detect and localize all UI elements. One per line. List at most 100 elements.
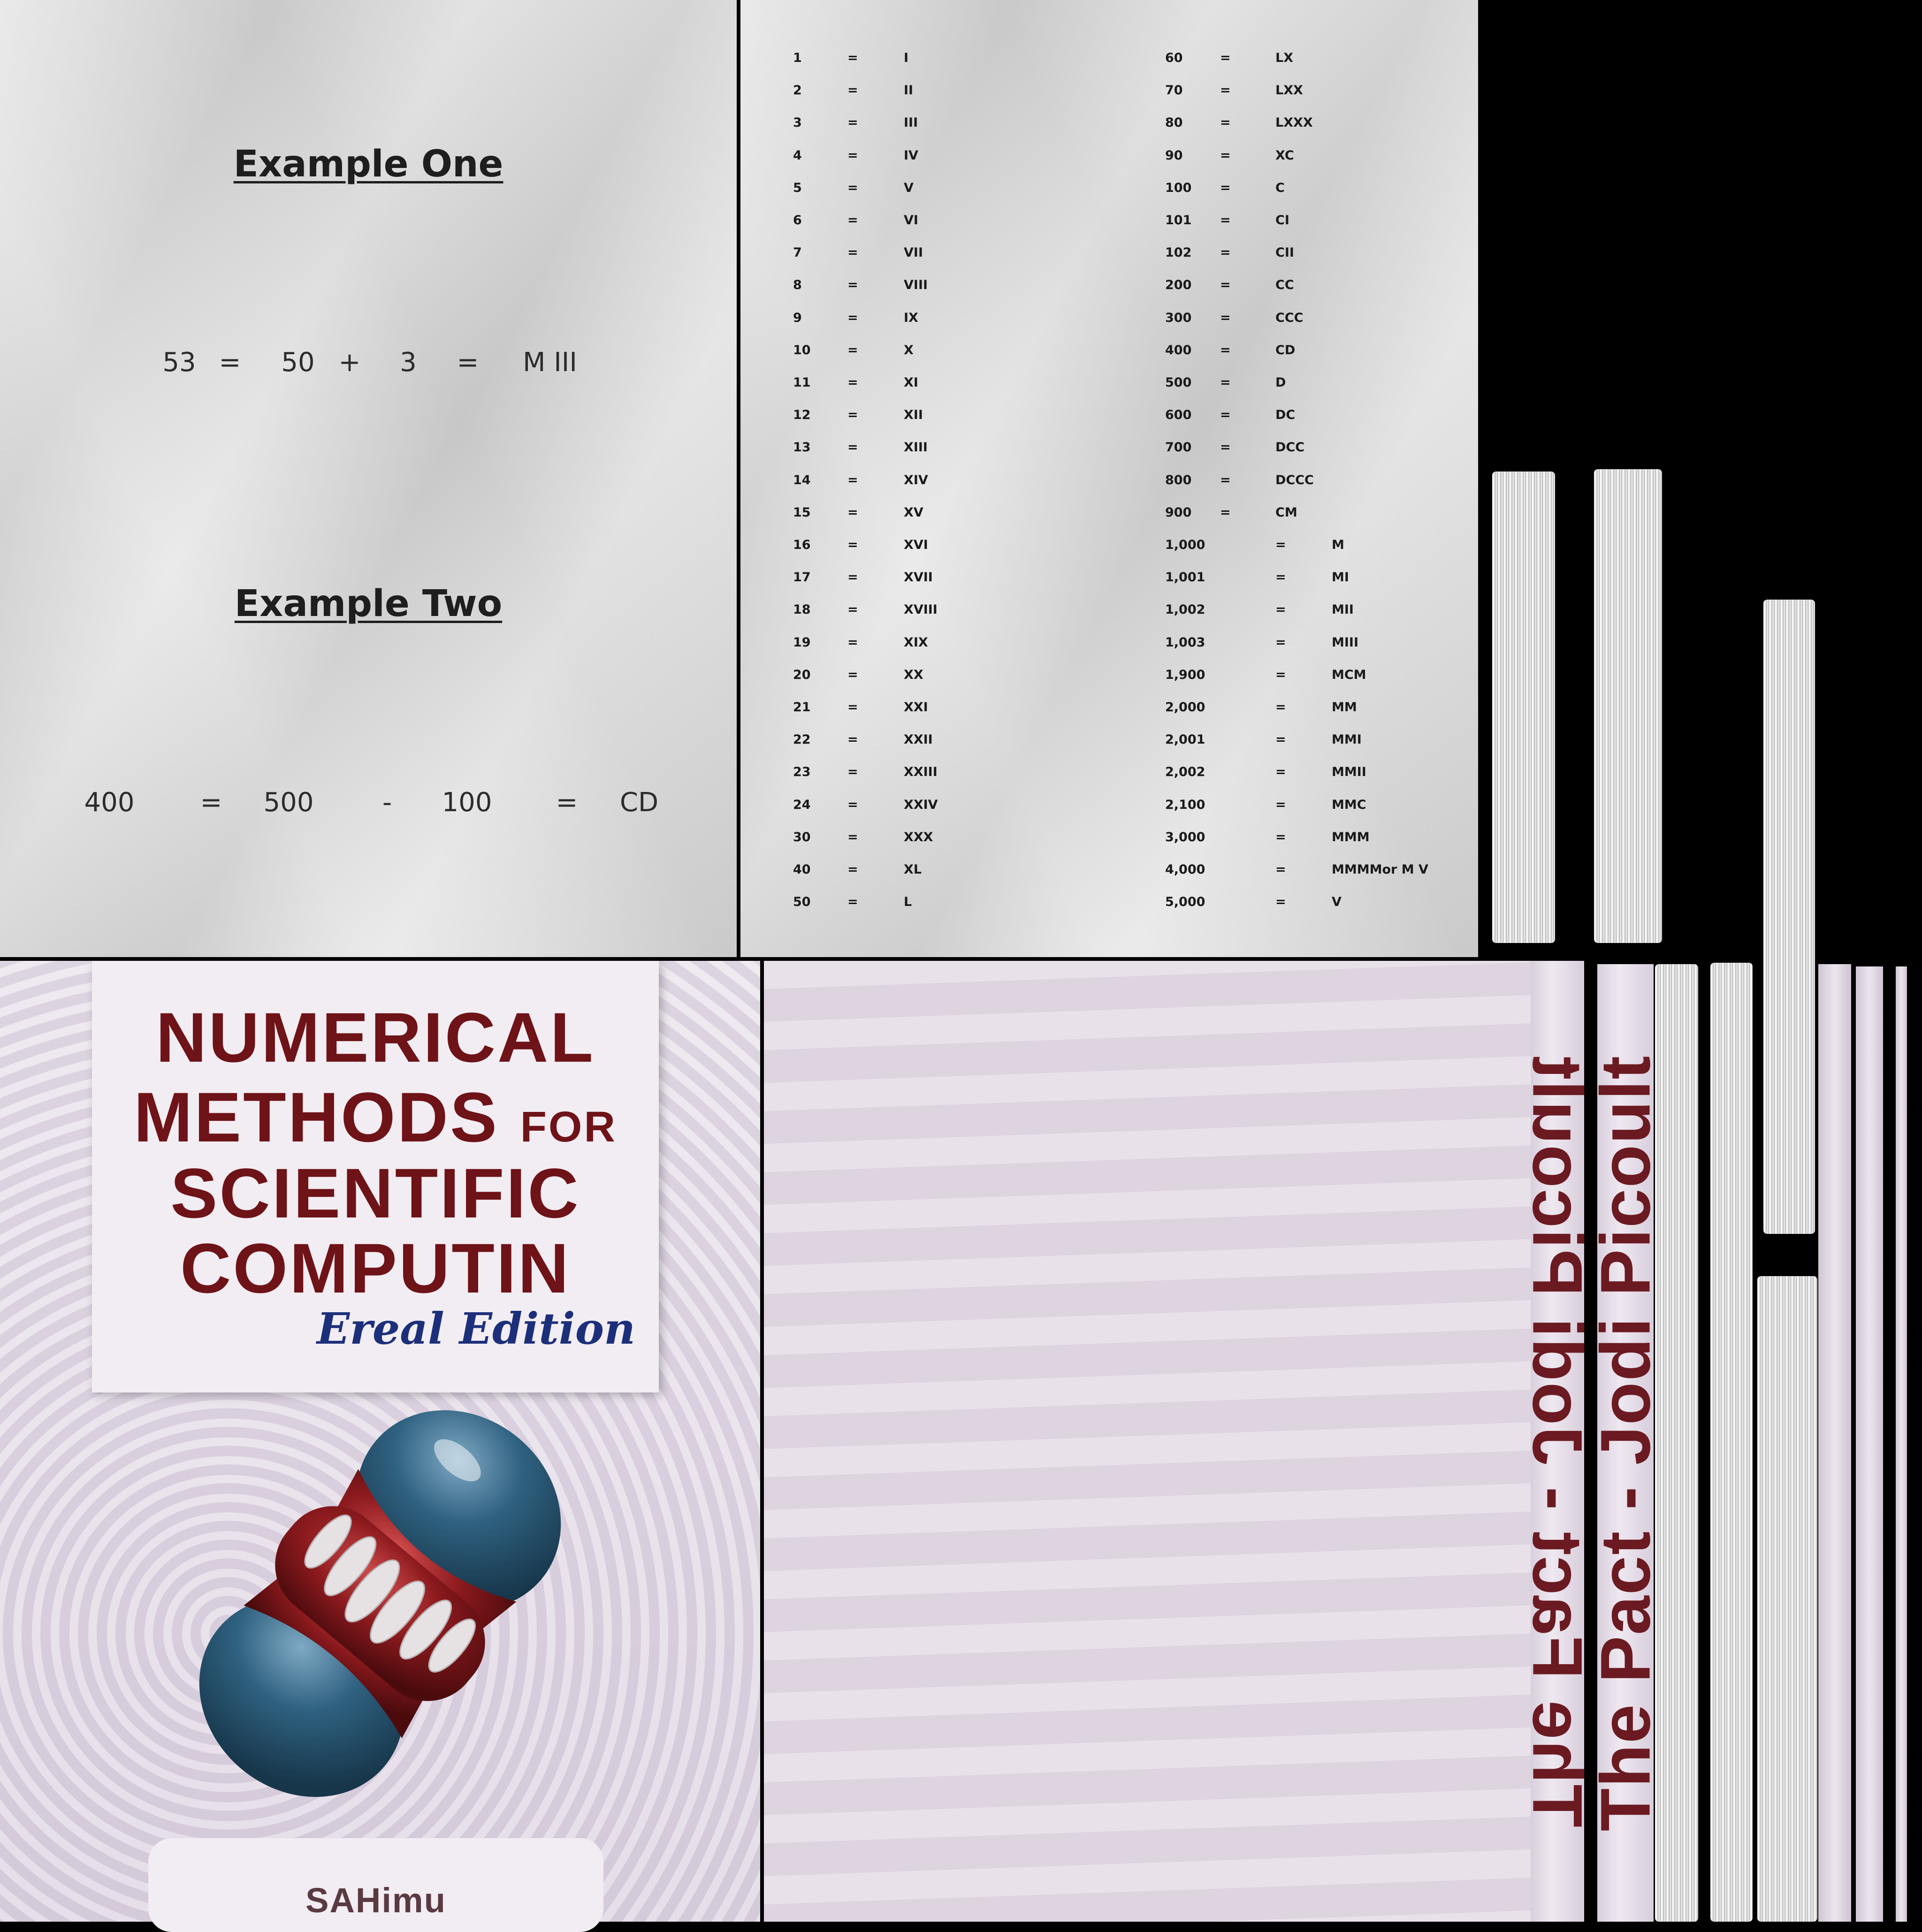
author-box: SAHimu	[148, 1838, 603, 1932]
example-two-token: 400	[84, 787, 135, 818]
numeral-cell: 2	[793, 83, 802, 98]
numeral-cell: 16	[793, 538, 811, 552]
numeral-cell: XIII	[904, 440, 928, 455]
numeral-cell: =	[1220, 148, 1231, 163]
numeral-cell: 600	[1165, 408, 1192, 423]
numeral-cell: XXIV	[904, 797, 938, 812]
numeral-cell: MMII	[1332, 765, 1366, 780]
spine-b: The Pact - Jodi Picoult	[1586, 964, 1665, 1922]
numeral-cell: 12	[793, 408, 811, 423]
thin-spine-3	[1896, 966, 1907, 1922]
numeral-cell: =	[847, 732, 858, 747]
numeral-cell: XC	[1275, 148, 1294, 163]
numeral-cell: 100	[1165, 180, 1192, 195]
numeral-cell: 22	[793, 732, 811, 747]
numeral-cell: =	[1220, 375, 1231, 390]
numeral-cell: 400	[1165, 342, 1192, 357]
numeral-cell: =	[847, 148, 858, 163]
numeral-cell: =	[1220, 180, 1231, 195]
numeral-cell: =	[1275, 602, 1286, 617]
numeral-cell: MI	[1332, 570, 1349, 585]
numeral-cell: =	[847, 505, 858, 520]
numeral-cell: 1,000	[1165, 538, 1205, 552]
example-one-token: M III	[523, 347, 577, 378]
spine-b-title: The Pact - Jodi Picoult	[1586, 1055, 1665, 1831]
page-edge-strip-4	[1655, 964, 1698, 1922]
numeral-cell: 60	[1165, 51, 1183, 65]
numeral-cell: MCM	[1332, 667, 1366, 682]
numeral-cell: DC	[1275, 408, 1296, 423]
numeral-cell: VIII	[904, 278, 928, 293]
numeral-cell: 1,003	[1165, 635, 1205, 650]
numeral-cell: CM	[1275, 505, 1297, 520]
numeral-cell: V	[1332, 895, 1342, 910]
numeral-cell: =	[847, 375, 858, 390]
thin-spine-2	[1856, 966, 1883, 1922]
example-one-token: =	[457, 347, 479, 378]
numeral-cell: 80	[1165, 115, 1183, 130]
numeral-cell: 19	[793, 635, 811, 650]
example-two-title: Example Two	[234, 583, 503, 625]
numeral-cell: XVII	[904, 570, 933, 585]
numeral-cell: 2,100	[1165, 797, 1205, 812]
numeral-cell: =	[847, 278, 858, 293]
numeral-cell: =	[847, 213, 858, 228]
numeral-cell: 1,001	[1165, 570, 1205, 585]
thin-spine-1	[1818, 964, 1851, 1922]
numeral-cell: =	[847, 538, 858, 552]
numeral-cell: =	[847, 829, 858, 844]
examples-page: Example One 53 = 50 +3 = M III Example Two 40…	[0, 0, 737, 957]
numeral-cell: XIV	[904, 472, 928, 487]
numeral-cell: LX	[1275, 51, 1294, 65]
numeral-cell: CI	[1275, 213, 1289, 228]
numeral-cell: IV	[904, 148, 918, 163]
numeral-cell: =	[1275, 829, 1286, 844]
numeral-cell: =	[1220, 310, 1231, 325]
example-two-token: CD	[619, 787, 659, 818]
numeral-cell: 7	[793, 245, 802, 260]
numeral-cell: XXI	[904, 700, 928, 715]
example-one-title: Example One	[233, 143, 503, 185]
numeral-cell: 2,001	[1165, 732, 1205, 747]
numeral-cell: MII	[1332, 602, 1354, 617]
numeral-cell: XXIII	[904, 765, 938, 780]
numeral-cell: 700	[1165, 440, 1192, 455]
numeral-cell: 17	[793, 570, 811, 585]
numeral-cell: XVIII	[904, 602, 938, 617]
numeral-cell: VII	[904, 245, 923, 260]
numeral-cell: XII	[904, 408, 923, 423]
numeral-cell: LXX	[1275, 83, 1303, 98]
numeral-cell: =	[1220, 472, 1231, 487]
numeral-cell: 40	[793, 862, 811, 877]
numeral-cell: =	[1220, 115, 1231, 130]
example-two-token: =	[200, 787, 222, 818]
numeral-cell: V	[904, 180, 914, 195]
numeral-cell: 8	[793, 278, 802, 293]
numeral-cell: =	[1275, 635, 1286, 650]
numeral-cell: 30	[793, 829, 811, 844]
numeral-cell: 23	[793, 765, 811, 780]
numeral-cell: =	[1275, 732, 1286, 747]
numeral-cell: 11	[793, 375, 811, 390]
numeral-cell: 200	[1165, 278, 1192, 293]
numeral-cell: 50	[793, 895, 811, 910]
example-two-token: -	[382, 787, 392, 818]
numeral-cell: =	[847, 472, 858, 487]
numeral-cell: =	[847, 895, 858, 910]
numeral-cell: 2,000	[1165, 700, 1205, 715]
numeral-cell: =	[847, 342, 858, 357]
numeral-cell: 18	[793, 602, 811, 617]
numeral-cell: CD	[1275, 342, 1296, 357]
numeral-cell: =	[847, 862, 858, 877]
numeral-cell: 3	[793, 115, 802, 130]
numeral-cell: =	[1275, 862, 1286, 877]
numeral-cell: =	[847, 245, 858, 260]
numeral-cell: DCC	[1275, 440, 1305, 455]
title-line-2: METHODS FOR	[92, 1082, 659, 1152]
book-cover: NUMERICAL METHODS FOR SCIENTIFIC COMPUTI…	[0, 961, 760, 1932]
numeral-cell: 5	[793, 180, 802, 195]
numeral-cell: =	[1275, 765, 1286, 780]
numeral-cell: =	[1275, 667, 1286, 682]
numeral-cell: =	[847, 797, 858, 812]
numeral-cell: =	[1275, 895, 1286, 910]
